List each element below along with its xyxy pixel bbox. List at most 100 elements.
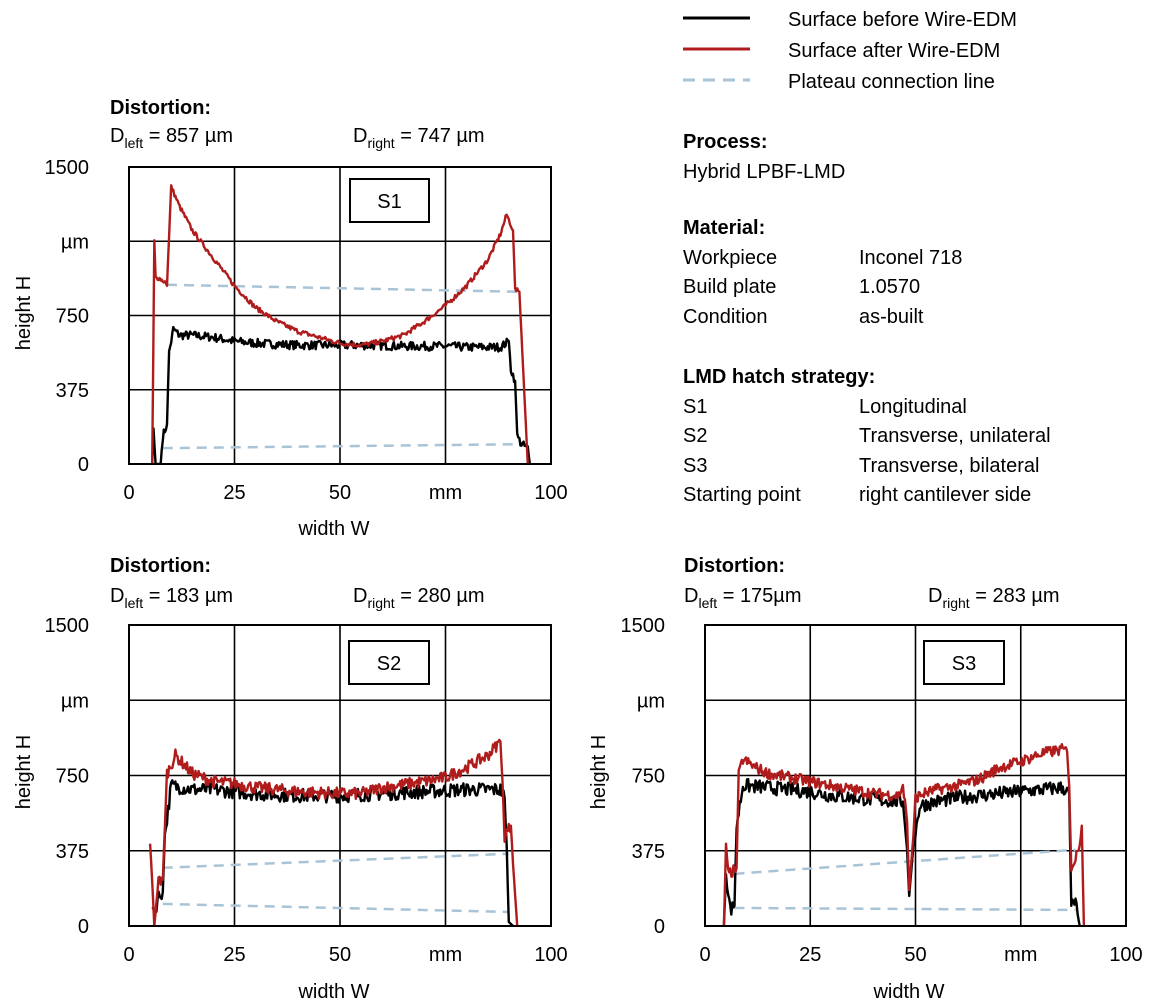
hatch-key: S1: [683, 395, 708, 418]
hatch-row: Starting point right cantilever side: [683, 481, 1051, 511]
y-tick-label: 1500: [621, 615, 666, 637]
material-row: Build plate 1.0570: [683, 273, 962, 303]
y-axis-label-s2: height H: [13, 735, 35, 810]
chart-label-s3: S3: [952, 653, 976, 675]
hatch-value: Transverse, unilateral: [859, 425, 1051, 447]
chart-s3: Distortion: Dleft = 175µm Dright = 283 µ…: [588, 555, 1143, 1002]
plateau-line: [734, 848, 1076, 876]
legend-label-before: Surface before Wire-EDM: [788, 9, 1017, 31]
x-tick-label: 50: [904, 944, 926, 966]
plateau-line: [162, 902, 509, 914]
x-tick-label: 100: [1109, 944, 1142, 966]
d-right-s1: Dright = 747 µm: [353, 125, 485, 151]
x-tick-label: 0: [123, 482, 134, 504]
d-left-s2: Dleft = 183 µm: [110, 585, 233, 611]
material-value: Inconel 718: [859, 246, 963, 269]
y-axis-label-s1: height H: [13, 276, 35, 351]
chart-label-s1: S1: [377, 191, 401, 213]
surface-before-line: [151, 325, 532, 464]
grid-s1: [129, 167, 551, 464]
plot-frame-s2: [128, 624, 552, 927]
y-tick-label: 375: [56, 841, 89, 863]
label-box-s2: S2: [348, 640, 430, 685]
plateau-line: [166, 283, 518, 293]
process-header: Process:: [683, 131, 768, 153]
process-value: Hybrid LPBF-LMD: [683, 160, 846, 183]
hatch-row: S1 Longitudinal: [683, 393, 1051, 423]
series-after-s3: [722, 743, 1086, 926]
x-tick-label: 0: [699, 944, 710, 966]
series-plateau-s2: [162, 852, 509, 914]
y-tick-label: µm: [61, 690, 89, 712]
x-tick-label: 100: [534, 482, 567, 504]
x-tick-labels-s1: 0 25 50 mm 100: [123, 482, 567, 504]
chart-s2: Distortion: Dleft = 183 µm Dright = 280 …: [13, 555, 568, 1002]
y-tick-label: 0: [654, 916, 665, 938]
y-tick-label: 1500: [45, 615, 90, 637]
material-value: as-built: [859, 305, 924, 328]
label-box-s1: S1: [349, 178, 430, 223]
hatch-value: right cantilever side: [859, 484, 1032, 506]
material-key: Workpiece: [683, 246, 778, 269]
y-tick-label: 375: [56, 380, 89, 402]
legend-item-plateau: Plateau connection line: [683, 71, 995, 93]
material-row: Workpiece Inconel 718: [683, 244, 962, 274]
legend: Surface before Wire-EDM Surface after Wi…: [683, 9, 1017, 93]
hatch-key: S3: [683, 454, 708, 477]
material-key: Condition: [683, 305, 768, 328]
plot-frame-s3: [704, 624, 1127, 927]
hatch-key: S2: [683, 425, 708, 447]
x-tick-label: 0: [123, 944, 134, 966]
d-right-s2: Dright = 280 µm: [353, 585, 485, 611]
material-header: Material:: [683, 217, 766, 239]
plot-frame-s1: [128, 166, 552, 465]
series-before-s3: [722, 778, 1081, 926]
legend-label-plateau: Plateau connection line: [788, 71, 995, 93]
x-axis-label-s1: width W: [297, 518, 369, 540]
x-tick-label: mm: [429, 482, 462, 504]
hatch-row: S3 Transverse, bilateral: [683, 452, 1051, 482]
plateau-line: [162, 852, 509, 870]
hatch-value: Longitudinal: [859, 395, 967, 418]
chart-s1: Distortion: Dleft = 857 µm Dright = 747 …: [13, 97, 568, 540]
plateau-line: [162, 442, 522, 450]
legend-item-after: Surface after Wire-EDM: [683, 40, 1000, 62]
x-tick-label: 25: [223, 944, 245, 966]
x-tick-label: 25: [799, 944, 821, 966]
chart-label-s2: S2: [377, 653, 401, 675]
hatch-header: LMD hatch strategy:: [683, 366, 876, 388]
y-tick-label: µm: [61, 231, 89, 253]
surface-after-line: [148, 738, 519, 926]
surface-after-line: [722, 743, 1086, 926]
material-row: Condition as-built: [683, 303, 962, 333]
x-tick-labels-s2: 0 25 50 mm 100: [123, 944, 567, 966]
hatch-value: Transverse, bilateral: [859, 454, 1040, 477]
y-tick-labels-s1: 0 375 750 µm 1500: [45, 157, 90, 476]
series-after-s1: [151, 184, 529, 464]
x-tick-label: mm: [1004, 944, 1037, 966]
material-value: 1.0570: [859, 276, 921, 298]
x-axis-label-s3: width W: [872, 981, 944, 1002]
label-box-s3: S3: [923, 640, 1005, 685]
x-tick-label: 100: [534, 944, 567, 966]
y-tick-label: µm: [637, 690, 665, 712]
hatch-row: S2 Transverse, unilateral: [683, 422, 1051, 452]
x-axis-label-s2: width W: [297, 981, 369, 1002]
x-tick-label: mm: [429, 944, 462, 966]
d-left-s3: Dleft = 175µm: [684, 585, 802, 611]
series-plateau-s3: [734, 848, 1076, 912]
x-tick-label: 25: [223, 482, 245, 504]
y-tick-label: 750: [56, 766, 89, 788]
d-right-s3: Dright = 283 µm: [928, 585, 1060, 611]
surface-after-line: [151, 184, 529, 464]
surface-before-line: [722, 778, 1081, 926]
d-left-s1: Dleft = 857 µm: [110, 125, 233, 151]
distortion-title-s1: Distortion:: [110, 97, 211, 119]
grid-s3: [705, 625, 1126, 926]
y-tick-label: 750: [632, 766, 665, 788]
hatch-panel: LMD hatch strategy: S1 Longitudinal S2 Tra…: [683, 363, 1051, 511]
hatch-key: Starting point: [683, 484, 801, 506]
info-panel: Process: Hybrid LPBF-LMD: [683, 128, 845, 187]
y-tick-labels-s3: 0 375 750 µm 1500: [621, 615, 666, 938]
